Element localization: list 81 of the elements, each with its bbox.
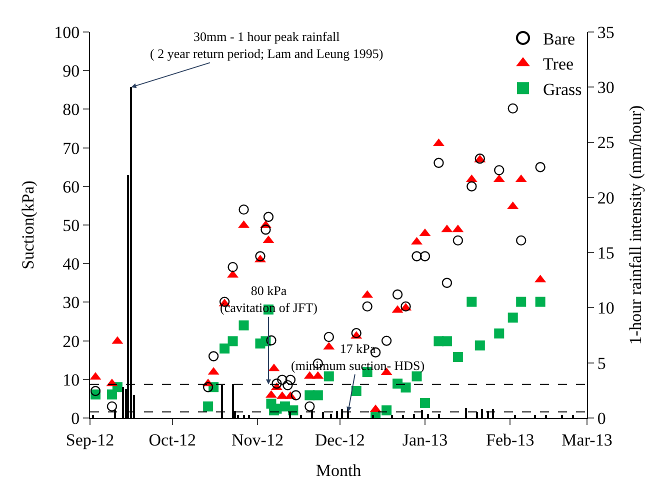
point <box>260 224 271 235</box>
y2-tick-label: 35 <box>597 22 614 42</box>
y-tick-label: 20 <box>62 332 80 351</box>
point <box>382 405 392 416</box>
point <box>452 352 463 362</box>
x-tick-label: Oct-12 <box>148 430 196 450</box>
point <box>228 336 238 346</box>
y2-tick-label: 20 <box>597 188 614 208</box>
x-tick-label: Nov-12 <box>232 430 284 450</box>
point <box>351 386 362 396</box>
point <box>290 390 302 400</box>
point <box>362 301 372 312</box>
y-tick-label: 70 <box>62 138 80 158</box>
y-tick-label: 30 <box>62 293 80 312</box>
point <box>90 386 101 396</box>
y2-tick-label: 5 <box>597 354 606 373</box>
point <box>285 374 296 385</box>
point <box>266 335 276 346</box>
y-tick-label: 60 <box>62 177 80 196</box>
point <box>106 401 118 412</box>
point <box>238 204 249 215</box>
legend-label: Grass <box>543 80 582 99</box>
y-tick-label: 90 <box>62 62 80 81</box>
x-tick-label: Sep-12 <box>66 430 114 450</box>
point <box>392 289 403 300</box>
point <box>474 340 485 350</box>
legend-label: Bare <box>543 30 576 49</box>
y-tick-label: 0 <box>71 408 80 428</box>
point <box>203 401 214 412</box>
point <box>202 382 214 392</box>
point <box>494 165 504 176</box>
y2-tick-label: 0 <box>597 408 606 428</box>
point <box>508 103 518 114</box>
x-tick-label: Dec-12 <box>314 430 365 450</box>
y-tick-label: 100 <box>54 22 80 42</box>
point <box>452 235 464 246</box>
point <box>263 212 274 222</box>
y2-tick-label: 30 <box>597 78 614 98</box>
point <box>228 262 238 272</box>
point <box>535 162 546 172</box>
point <box>304 401 315 412</box>
point <box>277 374 288 385</box>
point <box>351 328 362 338</box>
y2-tick-label: 15 <box>597 244 614 263</box>
point <box>255 251 266 262</box>
point <box>494 328 504 338</box>
point <box>420 251 430 262</box>
point <box>466 181 477 192</box>
y-axis-title: Suction(kPa) <box>18 180 38 270</box>
point <box>516 235 526 246</box>
point <box>220 344 230 354</box>
point <box>282 380 293 390</box>
point <box>420 398 430 408</box>
point <box>466 296 477 307</box>
point <box>312 390 323 400</box>
point <box>238 320 249 330</box>
x-tick-label: Jan-13 <box>402 430 448 450</box>
x-tick-label: Feb-13 <box>486 430 534 450</box>
legend-label: Tree <box>543 54 574 74</box>
y-tick-label: 40 <box>62 254 80 274</box>
y2-tick-label: 10 <box>597 298 614 318</box>
point <box>412 251 422 262</box>
point <box>516 296 526 307</box>
point <box>442 278 452 288</box>
y-tick-label: 10 <box>62 370 80 390</box>
annotation: 30mm - 1 hour peak rainfall ( 2 year return period; Lam and Leung 1995) <box>150 29 384 61</box>
point <box>434 158 444 168</box>
y-tick-label: 50 <box>62 216 80 235</box>
x-axis-title: Month <box>316 460 362 480</box>
point <box>535 296 546 307</box>
point <box>400 382 411 393</box>
y2-axis-title: 1-hour rainfall intensity (mm/hour) <box>626 105 645 345</box>
x-tick-label: Mar-13 <box>562 430 612 450</box>
point <box>381 336 392 346</box>
point <box>272 378 282 389</box>
y-tick-label: 80 <box>62 100 80 120</box>
point <box>442 336 452 346</box>
point <box>508 312 518 323</box>
y2-tick-label: 25 <box>597 133 614 152</box>
point <box>324 332 334 342</box>
point <box>208 351 219 362</box>
